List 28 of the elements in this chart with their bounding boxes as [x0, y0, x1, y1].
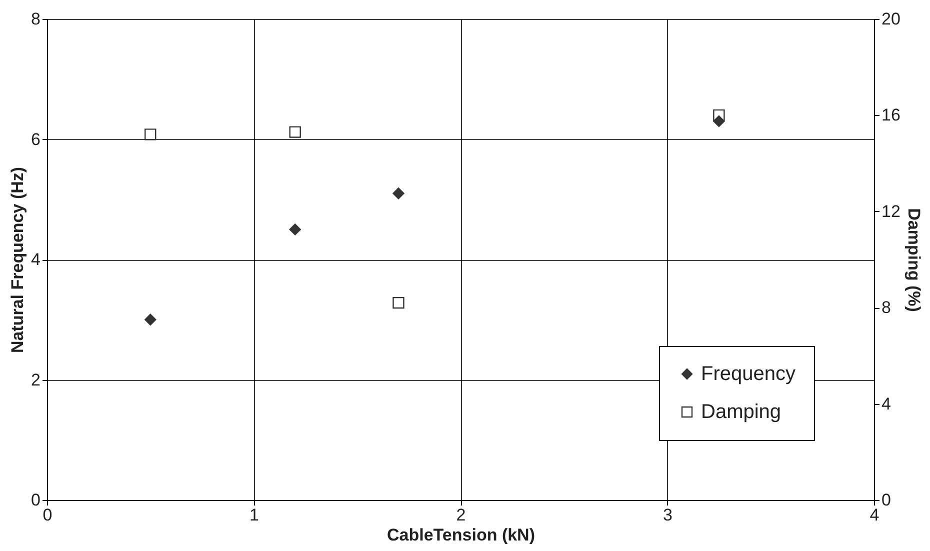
y2-axis-title: Damping (%) — [904, 208, 924, 312]
point — [289, 224, 301, 236]
point — [144, 128, 156, 140]
point — [289, 126, 301, 138]
legend-label: Damping — [701, 401, 782, 423]
y-tick-label: 8 — [31, 10, 40, 28]
x-tick-label: 2 — [456, 506, 466, 524]
y-axis-title: Natural Frequency (Hz) — [8, 166, 28, 354]
x-tick-label: 3 — [663, 506, 672, 524]
x-axis-title: CableTension (kN) — [387, 526, 535, 544]
point — [713, 109, 725, 122]
x-tick-label: 0 — [42, 506, 52, 524]
y2-tick-label: 12 — [882, 202, 900, 221]
y2-tick-label: 20 — [882, 10, 900, 28]
x-tick-label: 1 — [250, 506, 259, 524]
y2-tick-label: 8 — [882, 298, 891, 318]
point — [392, 296, 404, 309]
x-tick-label: 4 — [870, 506, 880, 524]
y2-tick-label: 0 — [882, 490, 891, 510]
y-tick-label: 2 — [31, 370, 40, 390]
point — [392, 188, 404, 200]
y-tick-label: 0 — [31, 490, 40, 510]
y2-tick-label: 4 — [882, 394, 891, 414]
point — [144, 314, 156, 326]
y2-tick-label: 16 — [882, 106, 900, 125]
y-tick-label: 4 — [31, 250, 40, 269]
y-tick-label: 6 — [31, 130, 40, 149]
legend-label: Frequency — [701, 363, 796, 385]
